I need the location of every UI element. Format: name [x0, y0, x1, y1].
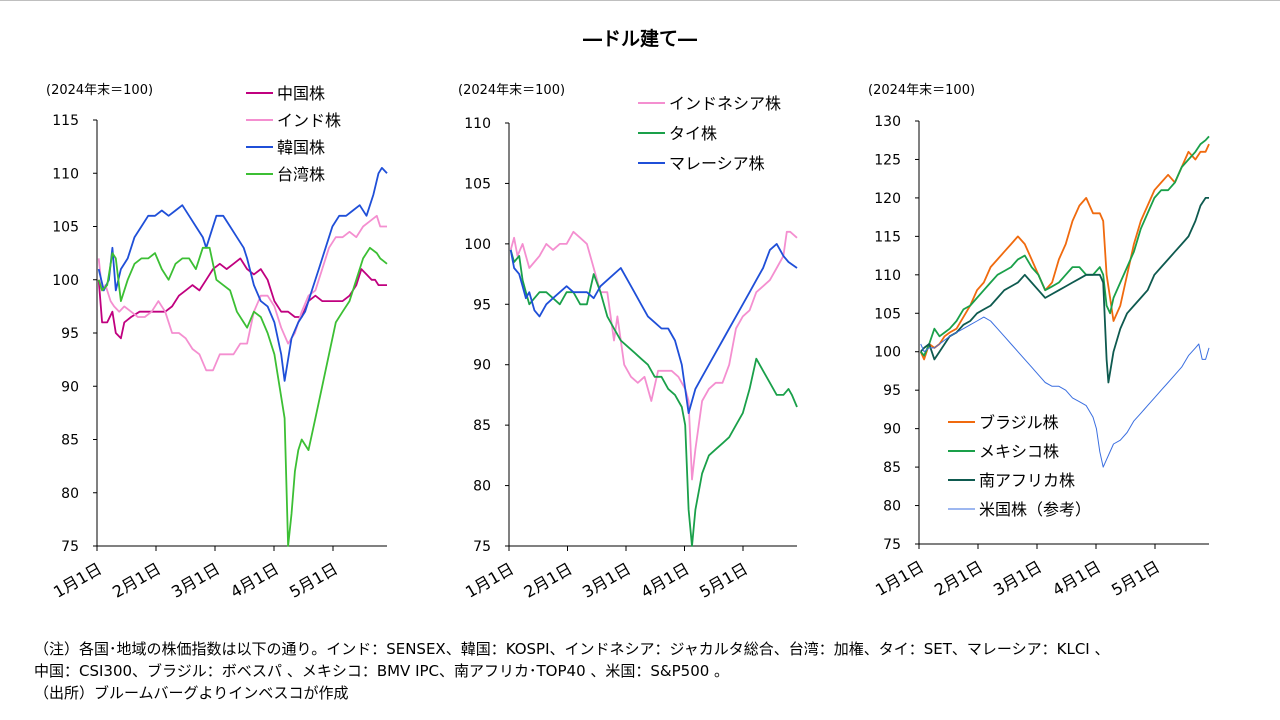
y-tick-label: 95 — [473, 297, 491, 313]
x-tick-label: 3月1日 — [990, 557, 1045, 600]
y-tick-label: 115 — [874, 229, 901, 245]
x-tick-label: 2月1日 — [521, 559, 576, 602]
series-line-1 — [97, 257, 387, 340]
x-tick-label: 2月1日 — [931, 557, 986, 600]
x-tick-label: 1月1日 — [462, 559, 517, 602]
y-tick-label: 110 — [464, 116, 491, 132]
x-tick-label: 3月1日 — [579, 559, 634, 602]
y-tick-label: 75 — [61, 539, 79, 555]
y-tick-label: 85 — [61, 433, 79, 449]
y-tick-label: 130 — [874, 114, 901, 130]
series-line-4 — [920, 316, 1210, 468]
y-tick-label: 80 — [883, 499, 901, 515]
y-tick-label: 115 — [52, 113, 79, 129]
x-tick-label: 4月1日 — [1049, 557, 1104, 600]
x-tick-label: 1月1日 — [50, 559, 105, 602]
x-tick-label: 1月1日 — [872, 557, 927, 600]
series-line-1 — [509, 230, 798, 481]
chart-panel-3: (2024年末＝100) 75 80 85 90 95 100 105 110 115 120 125… — [868, 83, 1210, 600]
y-tick-label: 80 — [61, 486, 79, 502]
footnote-line-3: （出所）ブルームバーグよりインベスコが作成 — [34, 684, 349, 702]
y-tick-label: 100 — [874, 345, 901, 361]
x-tick-label: 3月1日 — [168, 559, 223, 602]
x-tick-label: 5月1日 — [286, 559, 341, 602]
legend-label: マレーシア株 — [669, 154, 765, 173]
unit-label: (2024年末＝100) — [458, 83, 565, 98]
series-line-2 — [509, 249, 798, 547]
y-tick-label: 75 — [473, 539, 491, 555]
y-tick-label: 90 — [61, 379, 79, 395]
y-tick-label: 90 — [473, 358, 491, 374]
x-tick-label: 4月1日 — [638, 559, 693, 602]
footnote-line-1: （注）各国･地域の株価指数は以下の通り。インド：SENSEX、韓国：KOSPI、… — [34, 640, 1110, 658]
y-tick-label: 90 — [883, 422, 901, 438]
y-tick-label: 110 — [874, 268, 901, 284]
series-line-3 — [509, 242, 798, 415]
x-tick-label: 4月1日 — [227, 559, 282, 602]
y-tick-label: 110 — [52, 166, 79, 182]
x-tick-label: 5月1日 — [1108, 557, 1163, 600]
y-tick-label: 75 — [883, 537, 901, 553]
series-line-2 — [97, 214, 387, 372]
series-line-4 — [97, 246, 388, 547]
y-tick-label: 120 — [874, 191, 901, 207]
x-tick-label: 2月1日 — [109, 559, 164, 602]
y-tick-label: 95 — [61, 326, 79, 342]
chart-panel-1: (2024年末＝100) 75 80 85 90 95 100 105 110 115 1月1日 2月… — [46, 83, 388, 602]
series-line-2 — [920, 135, 1210, 357]
y-tick-label: 125 — [874, 152, 901, 168]
x-tick-label: 5月1日 — [696, 559, 751, 602]
legend-label: 台湾株 — [277, 165, 325, 184]
legend-label: 中国株 — [277, 84, 325, 103]
legend-label: タイ株 — [669, 124, 717, 143]
legend-label: インドネシア株 — [669, 94, 781, 113]
footnote-line-2: 中国：CSI300、ブラジル：ボベスパ 、メキシコ：BMV IPC、南アフリカ･… — [34, 662, 730, 680]
unit-label: (2024年末＝100) — [868, 83, 975, 98]
y-tick-label: 80 — [473, 479, 491, 495]
series-line-1 — [919, 143, 1210, 361]
y-tick-label: 100 — [464, 237, 491, 253]
legend-label: メキシコ株 — [979, 442, 1059, 461]
series-line-3 — [97, 166, 388, 382]
series-line-3 — [920, 196, 1209, 384]
footnote: （注）各国･地域の株価指数は以下の通り。インド：SENSEX、韓国：KOSPI、… — [34, 638, 1110, 704]
y-tick-label: 95 — [883, 383, 901, 399]
unit-label: (2024年末＝100) — [46, 83, 153, 98]
y-tick-label: 105 — [464, 176, 491, 192]
page-title: ―ドル建て― — [582, 28, 697, 50]
legend-label: ブラジル株 — [979, 413, 1059, 432]
y-tick-label: 105 — [52, 220, 79, 236]
chart-panel-2: (2024年末＝100) 75 80 85 90 95 100 105 110 1月1日 2月1日 3… — [458, 83, 798, 602]
legend-label: 南アフリカ株 — [979, 471, 1075, 490]
legend-label: 米国株（参考） — [979, 500, 1091, 519]
y-tick-label: 100 — [52, 273, 79, 289]
y-tick-label: 105 — [874, 306, 901, 322]
top-border-line — [0, 0, 1280, 1]
legend-label: 韓国株 — [277, 138, 325, 157]
y-tick-label: 85 — [473, 418, 491, 434]
y-tick-label: 85 — [883, 460, 901, 476]
legend-label: インド株 — [277, 111, 341, 130]
